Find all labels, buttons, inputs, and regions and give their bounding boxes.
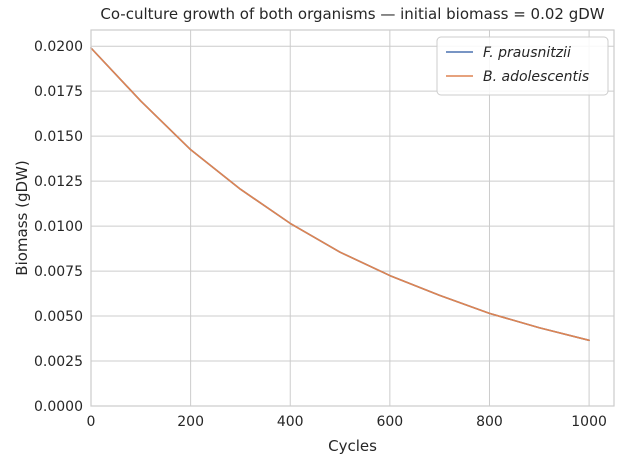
x-tick-label: 400 (277, 414, 304, 430)
chart-title: Co-culture growth of both organisms — in… (100, 5, 604, 23)
y-tick-label: 0.0075 (34, 264, 83, 280)
y-tick-label: 0.0125 (34, 174, 83, 190)
y-tick-label: 0.0175 (34, 84, 83, 100)
y-tick-label: 0.0100 (34, 219, 83, 235)
x-tick-label: 600 (376, 414, 403, 430)
y-tick-label: 0.0150 (34, 129, 83, 145)
legend-label: F. prausnitzii (483, 45, 571, 61)
x-tick-label: 800 (476, 414, 503, 430)
legend-box (436, 36, 609, 96)
y-tick-label: 0.0050 (34, 309, 83, 325)
series-line-2 (90, 47, 590, 342)
legend: F. prausnitzii B. adolescentis (436, 36, 609, 96)
plot-frame (90, 29, 615, 407)
y-tick-label: 0.0000 (34, 399, 83, 415)
y-tick-label: 0.0200 (34, 39, 83, 55)
y-axis-label: Biomass (gDW) (13, 160, 31, 275)
x-axis-label: Cycles (328, 437, 377, 455)
y-tick-label: 0.0025 (34, 354, 83, 370)
x-tick-label: 0 (87, 414, 96, 430)
y-axis: 0.0000 0.0025 0.0050 0.0075 0.0100 0.0125 0.01… (34, 39, 83, 415)
x-axis: 0 200 400 600 800 1000 (87, 414, 607, 430)
series-layer (90, 47, 590, 342)
legend-label: B. adolescentis (483, 69, 589, 85)
x-tick-label: 1000 (571, 414, 607, 430)
x-tick-label: 200 (177, 414, 204, 430)
